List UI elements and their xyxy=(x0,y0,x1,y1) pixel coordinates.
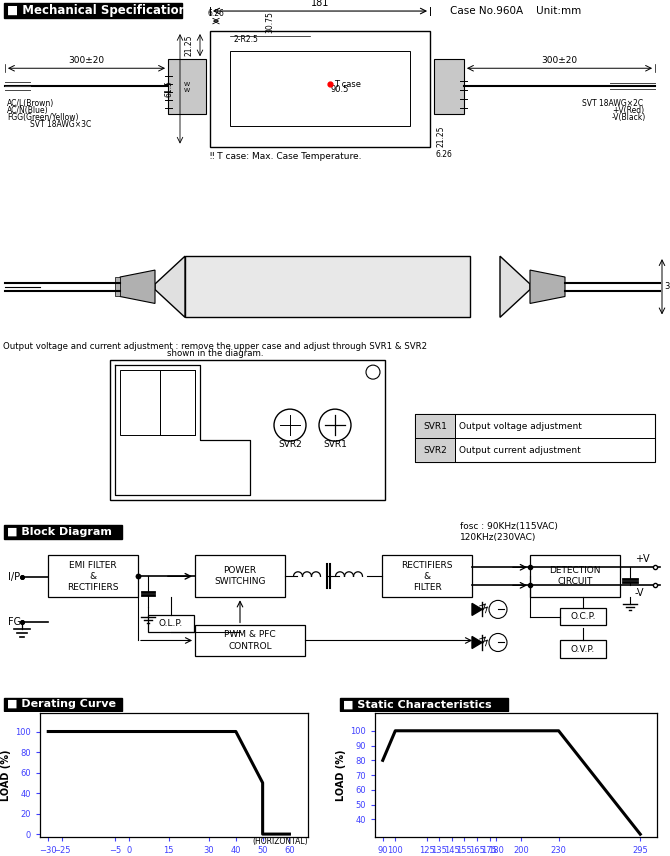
Text: -V(Black): -V(Black) xyxy=(612,113,647,122)
Bar xyxy=(415,414,655,462)
Bar xyxy=(230,51,410,127)
Bar xyxy=(382,556,472,597)
Text: O.C.P.: O.C.P. xyxy=(570,612,596,621)
Polygon shape xyxy=(155,256,185,318)
Text: ‼ T case: Max. Case Temperature.: ‼ T case: Max. Case Temperature. xyxy=(210,152,362,161)
Bar xyxy=(115,277,120,296)
Bar xyxy=(48,556,138,597)
Text: (HORIZONTAL): (HORIZONTAL) xyxy=(253,837,308,847)
Text: POWER
SWITCHING: POWER SWITCHING xyxy=(214,567,266,586)
Text: 2-R2.5: 2-R2.5 xyxy=(234,34,259,44)
Text: 21.25: 21.25 xyxy=(185,34,194,56)
Text: 6.26: 6.26 xyxy=(208,9,224,18)
Bar xyxy=(560,609,606,626)
Text: RECTIFIERS
&
FILTER: RECTIFIERS & FILTER xyxy=(401,561,453,591)
Text: +V(Red): +V(Red) xyxy=(612,106,644,115)
Bar xyxy=(415,414,455,438)
Text: Case No.960A    Unit:mm: Case No.960A Unit:mm xyxy=(450,5,582,15)
Polygon shape xyxy=(120,270,155,304)
Text: 90.5: 90.5 xyxy=(331,85,349,94)
Text: AC/N(Blue): AC/N(Blue) xyxy=(7,106,49,115)
Bar xyxy=(168,59,206,115)
Text: 30.75: 30.75 xyxy=(265,11,275,33)
Bar xyxy=(340,698,508,711)
Text: 61.5: 61.5 xyxy=(164,80,173,98)
Text: 300±20: 300±20 xyxy=(68,56,105,65)
Bar xyxy=(148,615,194,633)
Bar xyxy=(160,370,195,435)
Text: ■ Static Characteristics: ■ Static Characteristics xyxy=(343,699,492,709)
Text: ■ Block Diagram: ■ Block Diagram xyxy=(7,527,112,538)
Text: SVR2: SVR2 xyxy=(278,440,302,449)
Text: fosc : 90KHz(115VAC)
120KHz(230VAC): fosc : 90KHz(115VAC) 120KHz(230VAC) xyxy=(460,522,558,542)
Polygon shape xyxy=(472,637,482,649)
Text: Output voltage and current adjustment : remove the upper case and adjust through: Output voltage and current adjustment : … xyxy=(3,342,427,351)
Text: 21.25: 21.25 xyxy=(436,126,445,147)
Bar xyxy=(4,3,182,18)
Y-axis label: LOAD (%): LOAD (%) xyxy=(1,749,11,801)
Polygon shape xyxy=(500,256,530,318)
Text: SVR2: SVR2 xyxy=(423,446,447,455)
Polygon shape xyxy=(530,270,565,304)
Text: AC/L(Brown): AC/L(Brown) xyxy=(7,99,54,108)
Text: O.V.P.: O.V.P. xyxy=(571,645,595,653)
Bar xyxy=(120,370,195,435)
Text: DETECTION
CIRCUIT: DETECTION CIRCUIT xyxy=(549,567,601,586)
Text: 6.26: 6.26 xyxy=(436,150,453,159)
Text: I/P: I/P xyxy=(8,573,20,582)
Text: 181: 181 xyxy=(311,0,329,8)
Text: T case: T case xyxy=(334,80,361,89)
Y-axis label: LOAD (%): LOAD (%) xyxy=(336,749,346,801)
Bar xyxy=(4,526,122,539)
Text: shown in the diagram.: shown in the diagram. xyxy=(167,349,263,358)
Text: W
W: W W xyxy=(184,82,190,92)
Bar xyxy=(530,556,620,597)
Bar xyxy=(195,556,285,597)
Bar xyxy=(210,31,430,146)
Text: -V: -V xyxy=(635,588,645,598)
Text: PWM & PFC
CONTROL: PWM & PFC CONTROL xyxy=(224,630,276,651)
Bar xyxy=(185,256,470,318)
Text: ■ Mechanical Specification: ■ Mechanical Specification xyxy=(7,4,187,17)
Bar xyxy=(195,626,305,656)
Text: EMI FILTER
&
RECTIFIERS: EMI FILTER & RECTIFIERS xyxy=(67,561,119,591)
Text: Output current adjustment: Output current adjustment xyxy=(459,446,581,455)
Polygon shape xyxy=(472,603,482,615)
Text: SVT 18AWG×3C: SVT 18AWG×3C xyxy=(30,120,91,129)
Text: SVT 18AWG×2C: SVT 18AWG×2C xyxy=(582,99,643,108)
Text: 35: 35 xyxy=(664,282,670,291)
Text: SVR1: SVR1 xyxy=(423,422,447,431)
Text: ■ Derating Curve: ■ Derating Curve xyxy=(7,699,116,709)
Bar xyxy=(560,640,606,657)
Bar xyxy=(4,698,122,711)
Text: 300±20: 300±20 xyxy=(541,56,578,65)
Bar xyxy=(415,438,455,462)
Text: FG: FG xyxy=(8,617,21,627)
Bar xyxy=(110,360,385,500)
Bar xyxy=(434,59,464,115)
Text: SVR1: SVR1 xyxy=(323,440,347,449)
Text: Output voltage adjustment: Output voltage adjustment xyxy=(459,422,582,431)
Text: FGG(Green/Yellow): FGG(Green/Yellow) xyxy=(7,113,78,122)
Text: +V: +V xyxy=(635,555,650,564)
Text: O.L.P.: O.L.P. xyxy=(159,620,183,628)
